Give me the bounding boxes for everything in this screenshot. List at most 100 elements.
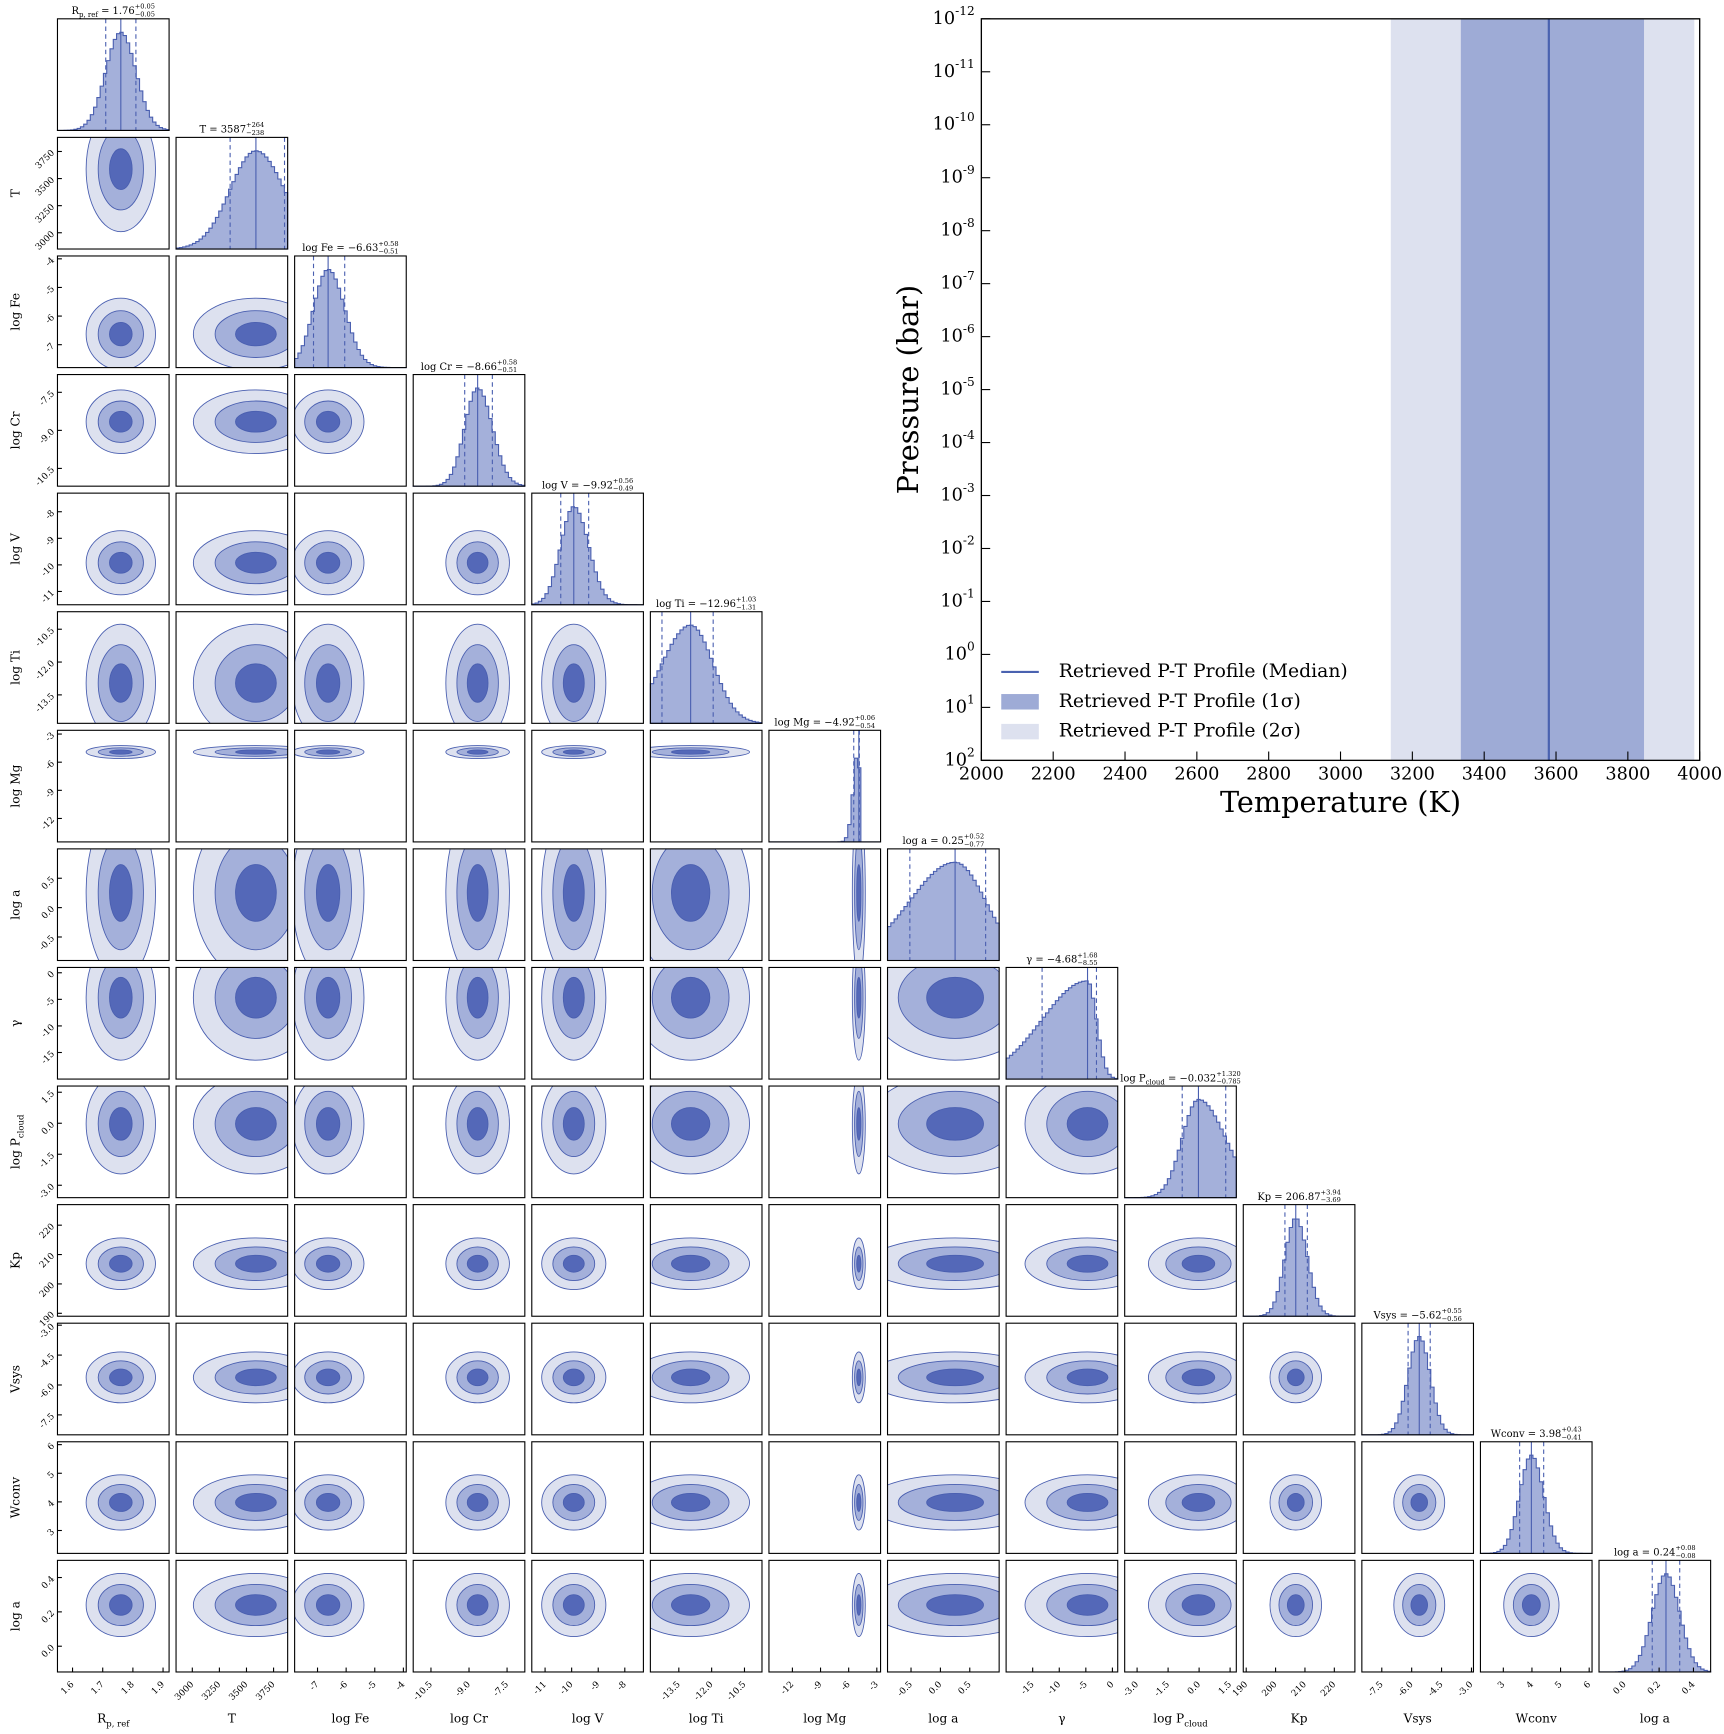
contour-group	[541, 967, 607, 1061]
contour	[1181, 1254, 1216, 1273]
panel-title-main: log a	[1614, 1547, 1639, 1558]
contour	[562, 1254, 585, 1273]
contour	[466, 749, 489, 755]
x-tick-label: 2400	[1103, 765, 1148, 785]
y-tick-label: 10-4	[940, 427, 975, 452]
panel-frame	[294, 848, 407, 962]
panel-frame	[294, 492, 407, 606]
y-tick-label: 0.0	[40, 1120, 57, 1137]
contour-group	[650, 848, 750, 961]
panel-frame	[649, 1559, 763, 1673]
panel-frame	[412, 1441, 526, 1554]
y-tick-exp: -1	[963, 586, 975, 600]
y-tick-label: 4	[46, 1498, 57, 1509]
y-axis-label: Kp	[8, 1252, 22, 1269]
y-tick-label: -4.5	[38, 1352, 57, 1371]
contour	[109, 663, 133, 703]
x-axis-label: log Fe	[332, 1711, 370, 1725]
y-tick-label: 0.5	[40, 875, 57, 892]
panel-frame	[412, 611, 526, 724]
title-upper: +264	[246, 121, 264, 129]
title-lower: −0.51	[378, 248, 398, 256]
x-tick-label: 220	[1319, 1680, 1338, 1699]
contour	[109, 976, 133, 1019]
y-tick-label: 3000	[34, 229, 57, 252]
y-tick-exp: -3	[963, 480, 975, 494]
panel-frame	[768, 1322, 882, 1436]
x-tick-label: 1.9	[150, 1680, 167, 1697]
title-lower: −0.785	[1216, 1078, 1241, 1086]
contour-group	[85, 848, 156, 961]
x-tick-label: 1.5	[1217, 1680, 1234, 1697]
title-upper: +3.94	[1321, 1188, 1341, 1196]
histogram	[886, 861, 1000, 962]
y-tick-base: 10	[944, 697, 967, 717]
panel-title: log Ti = −12.96+1.03 −1.31	[656, 596, 756, 612]
title-upper: +0.08	[1675, 1544, 1695, 1552]
contour-group	[1147, 1237, 1237, 1290]
panel-frame	[412, 848, 526, 962]
band	[1460, 18, 1645, 761]
contour	[562, 749, 585, 755]
contour-group	[650, 1086, 750, 1175]
contour	[315, 1107, 341, 1141]
panel-frame	[1124, 1441, 1237, 1554]
contour-group	[1269, 1474, 1322, 1531]
title-upper: +0.58	[497, 358, 517, 366]
x-axis-label: log Ti	[689, 1711, 724, 1725]
panel-frame	[1361, 1322, 1475, 1436]
title-value: = −0.032	[1165, 1073, 1216, 1084]
histogram	[56, 31, 170, 131]
contour-group	[294, 623, 365, 724]
panel-frame	[531, 611, 644, 724]
contour	[562, 976, 585, 1019]
panel-frame	[531, 492, 644, 606]
x-axis-label-main: Vsys	[1403, 1711, 1432, 1725]
title-value: = −8.66	[452, 361, 497, 372]
contour-group	[650, 967, 750, 1061]
title-upper: +0.56	[613, 477, 633, 485]
y-tick-base: 10	[940, 486, 963, 506]
title-lower: −0.05	[135, 10, 155, 18]
contour	[670, 1254, 711, 1273]
contour-group	[887, 1086, 1000, 1175]
contour	[466, 663, 489, 703]
contour	[1181, 1492, 1216, 1512]
title-value: = 0.24	[1639, 1547, 1676, 1558]
contour	[235, 749, 277, 755]
y-tick-label: -5	[44, 284, 57, 297]
contour	[856, 1107, 862, 1141]
panel-title: Kp = 206.87+3.94 −3.69	[1257, 1188, 1341, 1204]
y-tick-label: 3500	[34, 175, 57, 198]
contour	[670, 1368, 711, 1387]
x-tick-label: 3000	[173, 1680, 196, 1703]
panel-frame	[56, 611, 170, 724]
x-tick-label: 3750	[255, 1680, 278, 1703]
contour-group	[650, 1351, 750, 1404]
title-value: = −9.92	[568, 480, 613, 491]
x-axis-label-main: R	[97, 1711, 107, 1725]
panel-frame	[1479, 1441, 1593, 1554]
contour	[235, 1368, 277, 1387]
contour	[235, 321, 277, 347]
panel-frame	[531, 729, 644, 843]
contour-group	[541, 1086, 607, 1175]
panel-frame	[294, 1322, 407, 1436]
panel-frame	[175, 611, 289, 724]
panel-title: log Pcloud = −0.032+1.320 −0.785	[1120, 1070, 1241, 1086]
contour	[670, 1107, 711, 1141]
y-tick-label: 10-9	[940, 162, 974, 187]
x-tick-label: 0.0	[927, 1680, 944, 1697]
panel-frame	[175, 1322, 289, 1436]
contour	[235, 1594, 277, 1616]
panel-frame	[649, 1085, 763, 1199]
legend-label: Retrieved P-T Profile (2σ)	[1059, 721, 1301, 742]
x-tick-label: 4	[1525, 1680, 1536, 1691]
contour	[466, 1107, 489, 1141]
y-tick-label: 10-7	[940, 268, 974, 293]
contour	[1181, 1594, 1216, 1616]
contour	[235, 864, 277, 922]
contour-group	[445, 1237, 510, 1290]
panel-title-sub: cloud	[1146, 1078, 1166, 1086]
contour-group	[1024, 1474, 1118, 1531]
